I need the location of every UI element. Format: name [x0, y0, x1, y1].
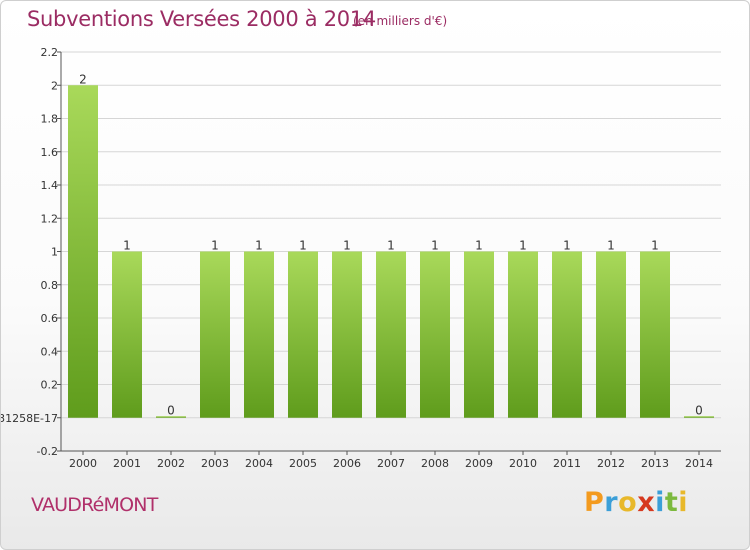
- x-tick-label-2012: 2012: [597, 457, 625, 470]
- x-tick-label-2006: 2006: [333, 457, 361, 470]
- bar-2008: [420, 251, 450, 418]
- x-tick-label-2011: 2011: [553, 457, 581, 470]
- y-tick-label: 1.6: [41, 146, 59, 159]
- x-tick-label-2001: 2001: [113, 457, 141, 470]
- bar-2003: [200, 251, 230, 418]
- place-name: VAUDRéMONT: [31, 494, 158, 516]
- y-tick-label: 1.4: [41, 179, 59, 192]
- logo-letter: P: [584, 487, 605, 518]
- data-label-2002: 0: [167, 403, 175, 417]
- data-label-2003: 1: [211, 239, 219, 253]
- chart-subtitle: (en milliers d'€): [353, 14, 448, 28]
- bar-2001: [112, 251, 142, 418]
- x-tick-label-2013: 2013: [641, 457, 669, 470]
- data-label-2007: 1: [387, 239, 395, 253]
- data-label-2001: 1: [123, 239, 131, 253]
- y-tick-label: 2: [51, 79, 58, 92]
- x-tick-label-2002: 2002: [157, 457, 185, 470]
- x-tick-label-2014: 2014: [685, 457, 713, 470]
- logo-letter: i: [678, 487, 689, 518]
- logo-letter: o: [618, 487, 638, 518]
- y-tick-label: -5.5511151231258E-17: [1, 412, 58, 425]
- data-label-2005: 1: [299, 239, 307, 253]
- x-tick-label-2007: 2007: [377, 457, 405, 470]
- bar-layer: [68, 85, 714, 418]
- data-label-2013: 1: [651, 239, 659, 253]
- data-label-2010: 1: [519, 239, 527, 253]
- bar-2013: [640, 251, 670, 418]
- bar-2009: [464, 251, 494, 418]
- bar-2011: [552, 251, 582, 418]
- data-label-2000: 2: [79, 72, 87, 86]
- y-tick-label: 0.4: [41, 345, 59, 358]
- bar-2014: [684, 416, 714, 418]
- x-tick-label-2010: 2010: [509, 457, 537, 470]
- logo-letter: x: [637, 487, 656, 518]
- y-tick-label: -0.2: [37, 445, 58, 458]
- bar-2002: [156, 416, 186, 418]
- x-tick-label-2000: 2000: [69, 457, 97, 470]
- axis-layer: -0.2 -5.5511151231258E-17 0.2 0.4 0.6 0.8 1 1.2…: [1, 46, 721, 470]
- label-layer: 2 1 0 1 1 1 1 1 1 1 1 1 1 1 0: [79, 72, 703, 417]
- y-tick-label: 1.8: [41, 113, 59, 126]
- bar-2010: [508, 251, 538, 418]
- bar-2007: [376, 251, 406, 418]
- data-label-2014: 0: [695, 403, 703, 417]
- data-label-2009: 1: [475, 239, 483, 253]
- data-label-2012: 1: [607, 239, 615, 253]
- logo-letter: i: [655, 487, 665, 518]
- bar-2006: [332, 251, 362, 418]
- y-tick-label: 2.2: [41, 46, 59, 59]
- x-tick-label-2003: 2003: [201, 457, 229, 470]
- y-tick-label: 0.2: [41, 379, 59, 392]
- bar-2012: [596, 251, 626, 418]
- data-label-2008: 1: [431, 239, 439, 253]
- bar-2000: [68, 85, 98, 418]
- logo-letter: t: [664, 487, 679, 518]
- bar-2004: [244, 251, 274, 418]
- data-label-2006: 1: [343, 239, 351, 253]
- y-tick-label: 0.8: [41, 279, 59, 292]
- x-tick-label-2009: 2009: [465, 457, 493, 470]
- chart-title: Subventions Versées 2000 à 2014: [27, 7, 376, 31]
- x-tick-label-2004: 2004: [245, 457, 273, 470]
- data-label-2004: 1: [255, 239, 263, 253]
- x-tick-label-2008: 2008: [421, 457, 449, 470]
- y-tick-label: 1: [51, 246, 58, 259]
- bar-2005: [288, 251, 318, 418]
- x-tick-label-2005: 2005: [289, 457, 317, 470]
- y-tick-label: 0.6: [41, 312, 59, 325]
- y-tick-label: 1.2: [41, 212, 59, 225]
- logo-letter: r: [604, 487, 619, 518]
- data-label-2011: 1: [563, 239, 571, 253]
- proxiti-logo: Proxiti: [584, 487, 688, 518]
